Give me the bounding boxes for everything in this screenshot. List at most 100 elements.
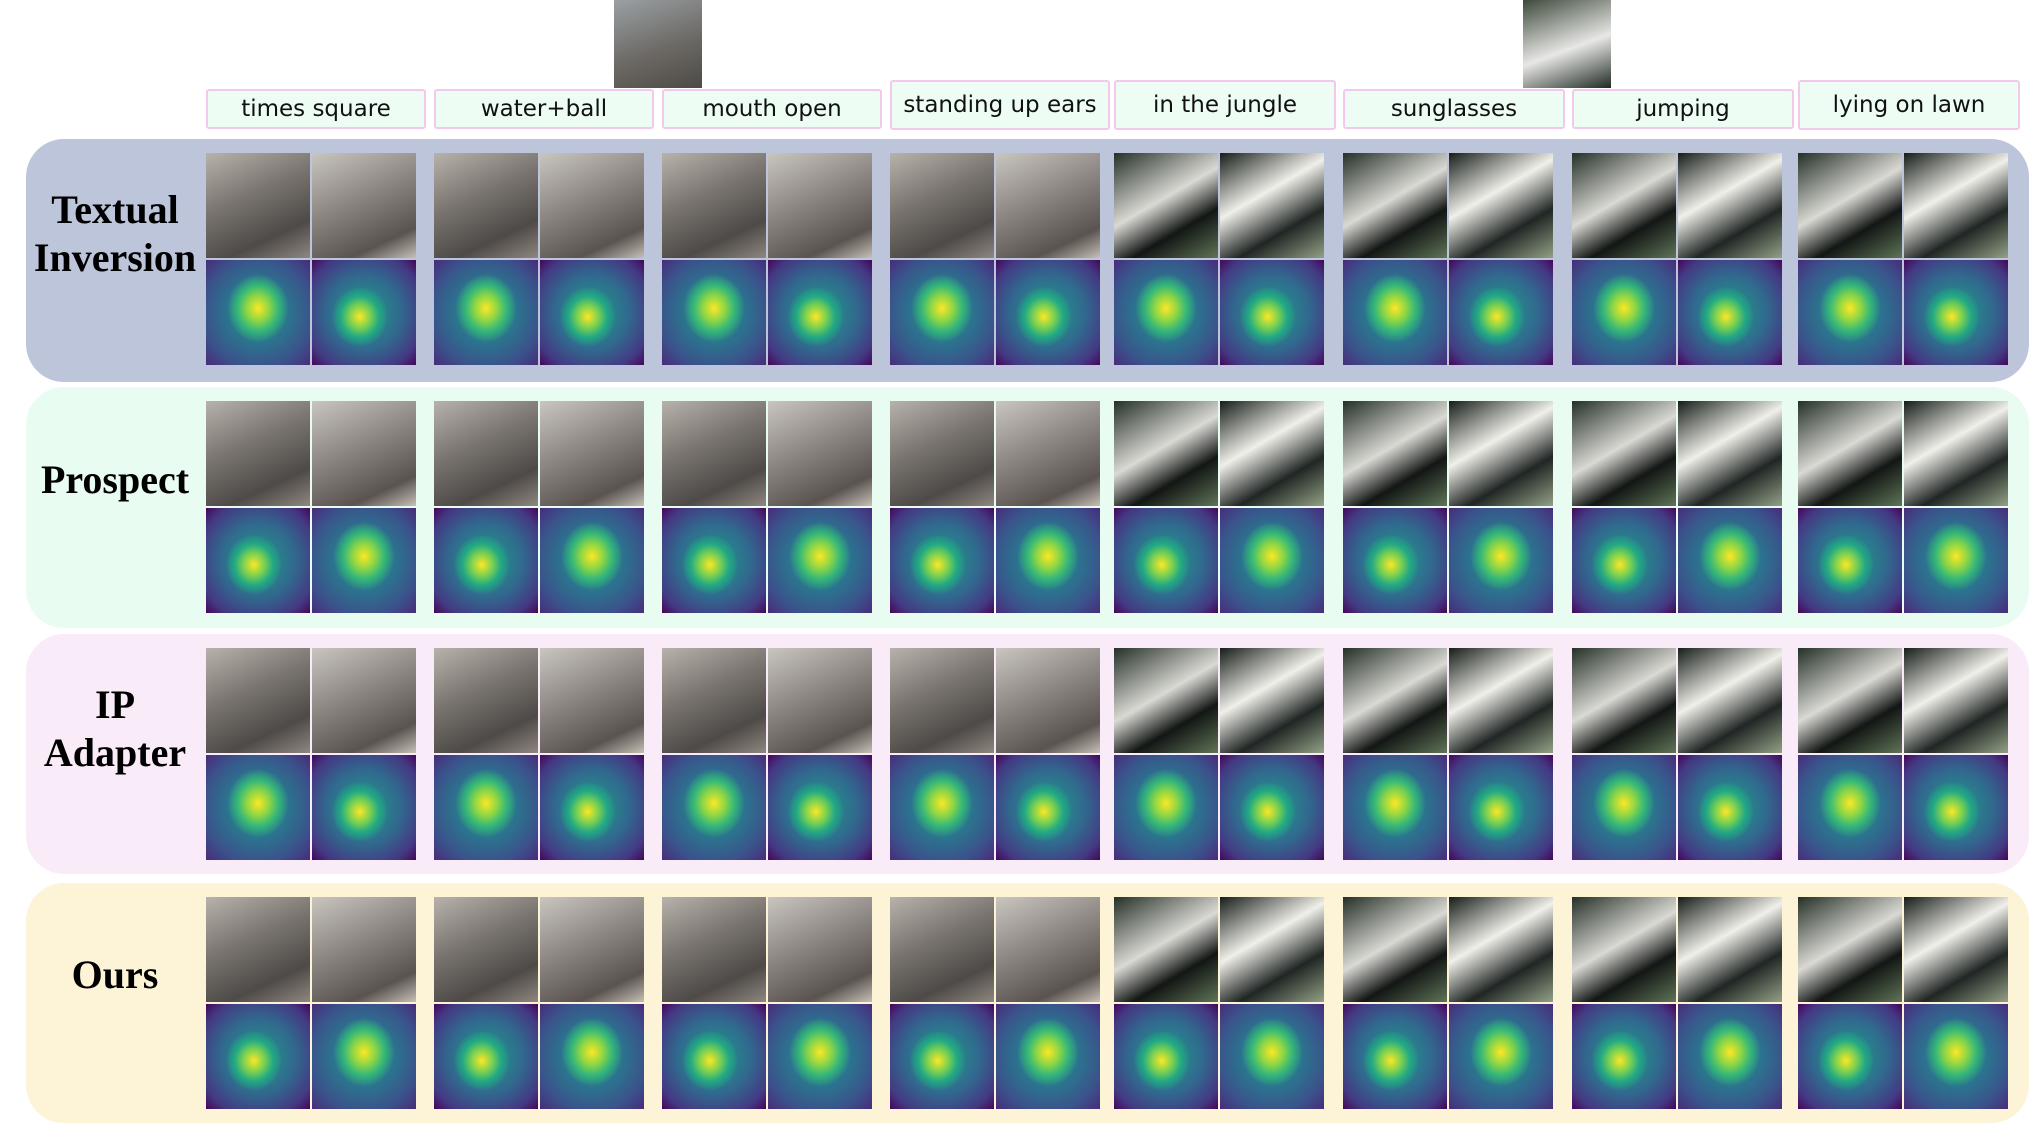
generated-image <box>206 897 310 1002</box>
prompt-label-0: times square <box>206 89 426 129</box>
attention-heatmap <box>1220 1004 1324 1109</box>
attention-heatmap <box>996 1004 1100 1109</box>
generated-image <box>996 153 1100 258</box>
generated-image <box>768 401 872 506</box>
attention-heatmap <box>1449 1004 1553 1109</box>
generated-image <box>1904 648 2008 753</box>
attention-heatmap <box>890 755 994 860</box>
attention-heatmap <box>768 755 872 860</box>
attention-heatmap <box>206 260 310 365</box>
attention-heatmap <box>1449 508 1553 613</box>
generated-image <box>996 897 1100 1002</box>
attention-heatmap <box>540 260 644 365</box>
generated-image <box>662 648 766 753</box>
method-label: IP <box>95 682 135 727</box>
attention-heatmap <box>312 1004 416 1109</box>
attention-heatmap <box>434 755 538 860</box>
attention-heatmap <box>1572 508 1676 613</box>
generated-image <box>1678 648 1782 753</box>
generated-image <box>890 401 994 506</box>
prompt-label-3: standing up ears <box>890 80 1110 130</box>
attention-heatmap <box>768 1004 872 1109</box>
attention-heatmap <box>1449 755 1553 860</box>
attention-heatmap <box>1678 260 1782 365</box>
attention-heatmap <box>890 1004 994 1109</box>
attention-heatmap <box>434 508 538 613</box>
method-label: Prospect <box>40 457 190 502</box>
generated-image <box>1220 153 1324 258</box>
generated-image <box>1678 897 1782 1002</box>
generated-image <box>768 897 872 1002</box>
generated-image <box>1572 897 1676 1002</box>
generated-image <box>662 401 766 506</box>
generated-image <box>1343 153 1447 258</box>
generated-image <box>996 648 1100 753</box>
attention-heatmap <box>1220 508 1324 613</box>
generated-image <box>768 648 872 753</box>
attention-heatmap <box>996 508 1100 613</box>
generated-image <box>1904 897 2008 1002</box>
prompt-label-6: jumping <box>1572 89 1794 129</box>
attention-heatmap <box>434 260 538 365</box>
generated-image <box>1798 897 1902 1002</box>
generated-image <box>434 153 538 258</box>
attention-heatmap <box>1449 260 1553 365</box>
generated-image <box>1449 153 1553 258</box>
generated-image <box>206 153 310 258</box>
generated-image <box>890 897 994 1002</box>
attention-heatmap <box>312 260 416 365</box>
generated-image <box>1220 401 1324 506</box>
attention-heatmap <box>1904 755 2008 860</box>
attention-heatmap <box>996 755 1100 860</box>
generated-image <box>662 897 766 1002</box>
generated-image <box>1449 648 1553 753</box>
generated-image <box>540 648 644 753</box>
generated-image <box>890 153 994 258</box>
attention-heatmap <box>662 260 766 365</box>
method-label: Textual <box>51 187 179 232</box>
attention-heatmap <box>1904 260 2008 365</box>
generated-image <box>1114 897 1218 1002</box>
generated-image <box>1220 897 1324 1002</box>
generated-image <box>1343 897 1447 1002</box>
generated-image <box>540 401 644 506</box>
attention-heatmap <box>1220 755 1324 860</box>
attention-heatmap <box>540 755 644 860</box>
generated-image <box>1798 648 1902 753</box>
generated-image <box>434 401 538 506</box>
prompt-label-2: mouth open <box>662 89 882 129</box>
generated-image <box>434 897 538 1002</box>
generated-image <box>1572 648 1676 753</box>
attention-heatmap <box>768 508 872 613</box>
attention-heatmap <box>1572 260 1676 365</box>
generated-image <box>1343 401 1447 506</box>
generated-image <box>1904 401 2008 506</box>
attention-heatmap <box>890 508 994 613</box>
generated-image <box>1114 648 1218 753</box>
prompt-label-4: in the jungle <box>1114 80 1336 130</box>
attention-heatmap <box>1904 508 2008 613</box>
reference-cat-image <box>1523 0 1611 88</box>
attention-heatmap <box>1572 755 1676 860</box>
attention-heatmap <box>434 1004 538 1109</box>
attention-heatmap <box>1798 260 1902 365</box>
attention-heatmap <box>206 755 310 860</box>
attention-heatmap <box>1678 508 1782 613</box>
method-label: Inversion <box>33 235 197 280</box>
generated-image <box>312 648 416 753</box>
generated-image <box>1114 153 1218 258</box>
generated-image <box>1343 648 1447 753</box>
attention-heatmap <box>996 260 1100 365</box>
attention-heatmap <box>1798 508 1902 613</box>
prompt-label-7: lying on lawn <box>1798 80 2020 130</box>
generated-image <box>1904 153 2008 258</box>
generated-image <box>540 897 644 1002</box>
attention-heatmap <box>206 1004 310 1109</box>
attention-heatmap <box>1798 755 1902 860</box>
attention-heatmap <box>312 508 416 613</box>
attention-heatmap <box>1343 260 1447 365</box>
generated-image <box>1678 401 1782 506</box>
generated-image <box>1572 153 1676 258</box>
generated-image <box>1798 401 1902 506</box>
attention-heatmap <box>1798 1004 1902 1109</box>
